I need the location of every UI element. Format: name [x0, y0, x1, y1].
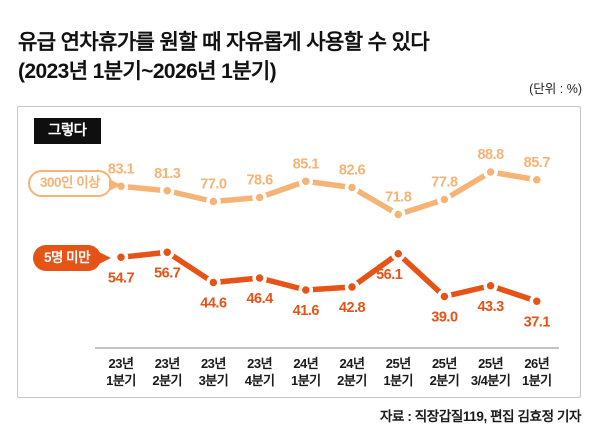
data-point	[483, 278, 498, 293]
value-label: 46.4	[246, 291, 273, 307]
x-axis-label: 25년 1분기	[383, 356, 413, 388]
data-point	[252, 270, 267, 286]
value-label: 83.1	[108, 161, 135, 177]
x-axis-label: 23년 3분기	[199, 356, 229, 388]
series-bubble-300-plus-label: 300인 이상	[40, 175, 101, 190]
legend-chip: 그렇다	[34, 118, 101, 144]
data-point	[390, 246, 406, 261]
value-label: 78.6	[246, 173, 273, 189]
value-label: 54.7	[108, 270, 135, 286]
x-axis-label: 23년 4분기	[245, 356, 275, 388]
data-point	[159, 183, 175, 198]
value-label: 82.6	[339, 163, 366, 179]
x-axis-label: 23년 2분기	[152, 356, 182, 388]
data-point	[344, 279, 360, 295]
x-axis-label: 26년 1분기	[522, 356, 552, 388]
value-label: 85.7	[524, 155, 551, 171]
value-label: 85.1	[293, 156, 320, 172]
page-title-line2: (2023년 1분기~2026년 1분기)	[18, 60, 277, 83]
data-point	[159, 245, 175, 260]
unit-label: (단위 : %)	[529, 82, 582, 96]
data-point	[437, 192, 452, 207]
page-title: 유급 연차휴가를 원할 때 자유롭게 사용할 수 있다 (2023년 1분기~2…	[18, 28, 430, 86]
source-credit: 자료 : 직장갑질119, 편집 김효정 기자	[379, 409, 581, 424]
value-label: 37.1	[524, 314, 551, 330]
x-axis-label: 24년 2분기	[337, 356, 367, 388]
x-axis-label: 23년 1분기	[106, 356, 136, 388]
data-point	[437, 289, 452, 304]
data-point	[483, 164, 498, 180]
series-bubble-under-5: 5명 미만	[33, 245, 112, 271]
value-label: 44.6	[200, 296, 227, 312]
series-line-0	[118, 169, 540, 218]
page-title-line1: 유급 연차휴가를 원할 때 자유롭게 사용할 수 있다	[18, 31, 430, 54]
value-label: 88.8	[477, 147, 504, 163]
value-label: 71.8	[385, 190, 412, 206]
data-point	[344, 180, 360, 195]
value-label: 42.8	[339, 300, 366, 316]
x-axis-label: 24년 1분기	[291, 356, 321, 388]
data-point	[206, 194, 221, 209]
x-axis-label: 25년 3/4분기	[471, 356, 511, 388]
value-label: 56.1	[376, 267, 403, 283]
value-label: 77.8	[431, 175, 458, 191]
data-point	[206, 275, 221, 290]
data-point	[529, 172, 545, 187]
value-label: 81.3	[154, 166, 181, 182]
series-bubble-under-5-label: 5명 미만	[44, 250, 91, 265]
x-axis-label: 25년 2분기	[430, 356, 460, 388]
value-label: 77.0	[200, 177, 227, 193]
value-label: 43.3	[477, 299, 504, 315]
data-point	[298, 282, 314, 298]
data-point	[390, 207, 406, 222]
value-label: 41.6	[293, 303, 320, 319]
data-point	[298, 174, 314, 189]
data-point	[529, 294, 545, 309]
value-label: 56.7	[154, 265, 181, 281]
series-bubble-300-plus: 300인 이상	[28, 170, 122, 197]
data-point	[252, 190, 267, 205]
value-label: 39.0	[431, 310, 458, 326]
data-point	[113, 250, 129, 265]
series-line-1	[118, 249, 540, 304]
